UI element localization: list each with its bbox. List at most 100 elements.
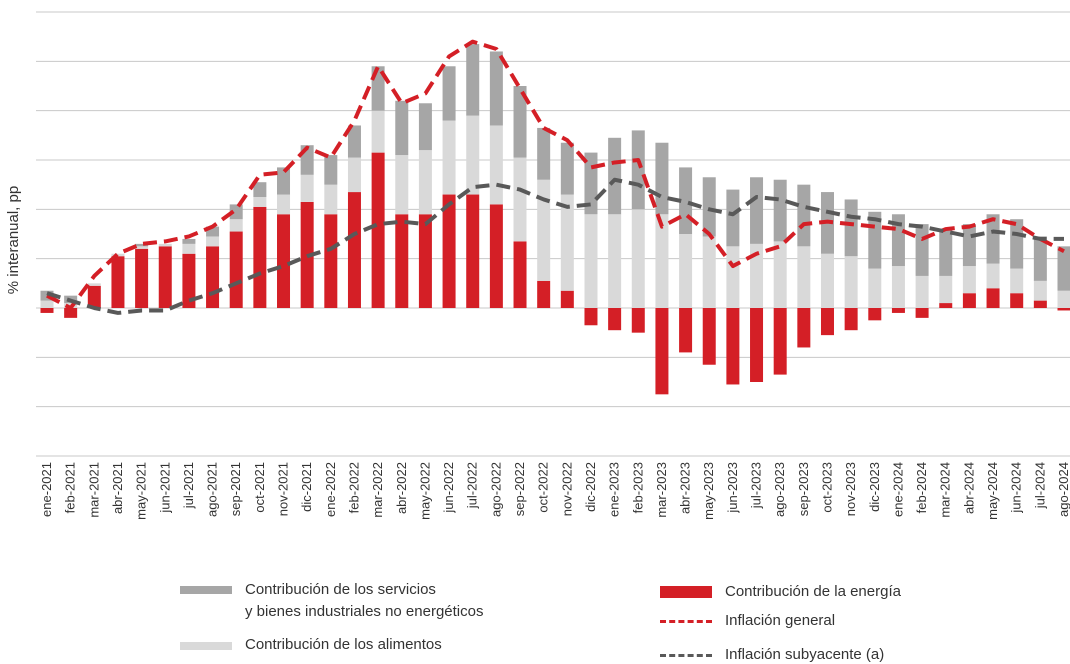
- bar-segment: [277, 214, 291, 308]
- x-tick-label: ago-2021: [205, 462, 220, 517]
- legend-swatch: [180, 642, 232, 650]
- bar-segment: [797, 184, 811, 247]
- x-tick-label: mar-2021: [86, 462, 101, 518]
- bar-segment: [135, 243, 149, 247]
- bar-segment: [773, 241, 787, 308]
- bar-segment: [40, 308, 54, 313]
- bar-segment: [229, 231, 243, 308]
- bar-segment: [1010, 293, 1024, 308]
- bar-segment: [608, 214, 622, 308]
- bar-segment: [395, 214, 409, 308]
- bar-segment: [513, 86, 527, 158]
- bar-segment: [395, 155, 409, 215]
- bar-segment: [844, 256, 858, 308]
- x-tick-label: may-2024: [985, 462, 1000, 520]
- bar-segment: [253, 197, 267, 207]
- x-tick-label: oct-2022: [536, 462, 551, 513]
- bar-segment: [915, 224, 929, 276]
- bar-segment: [631, 130, 645, 210]
- bar-segment: [679, 234, 693, 308]
- bar-segment: [560, 194, 574, 291]
- bar-segment: [844, 199, 858, 257]
- bar-segment: [40, 300, 54, 308]
- bar-segment: [466, 44, 480, 116]
- bar-segment: [489, 125, 503, 205]
- bar-segment: [324, 214, 338, 308]
- bar-segment: [158, 246, 172, 308]
- x-tick-label: oct-2023: [819, 462, 834, 513]
- bar-segment: [1033, 300, 1047, 308]
- x-tick-label: ago-2023: [772, 462, 787, 517]
- x-tick-label: nov-2022: [559, 462, 574, 516]
- bar-segment: [182, 238, 196, 244]
- bar-segment: [726, 189, 740, 247]
- bar-segment: [1057, 308, 1070, 311]
- x-tick-label: ago-2024: [1056, 462, 1070, 517]
- bar-segment: [324, 155, 338, 185]
- x-tick-label: abr-2022: [394, 462, 409, 514]
- bar-segment: [560, 142, 574, 195]
- legend-label: Contribución de la energía: [725, 583, 901, 600]
- bar-segment: [135, 248, 149, 308]
- bar-segment: [466, 115, 480, 195]
- x-tick-label: jul-2024: [1032, 462, 1047, 509]
- legend-swatch: [660, 586, 712, 598]
- legend-label: Contribución de los alimentos: [245, 636, 442, 653]
- bar-segment: [489, 204, 503, 308]
- x-tick-label: feb-2022: [346, 462, 361, 513]
- bar-segment: [679, 308, 693, 353]
- bar-segment: [1057, 246, 1070, 291]
- x-tick-label: dic-2022: [583, 462, 598, 512]
- bar-segment: [915, 275, 929, 308]
- bar-segment: [820, 253, 834, 308]
- legend-swatch: [660, 653, 712, 657]
- x-tick-label: ene-2021: [39, 462, 54, 517]
- x-tick-label: sep-2021: [228, 462, 243, 516]
- bar-segment: [584, 308, 598, 326]
- x-tick-label: jul-2021: [181, 462, 196, 509]
- x-tick-label: jun-2024: [1009, 462, 1024, 514]
- legend-swatch: [180, 586, 232, 594]
- bar-segment: [655, 142, 669, 215]
- bar-segment: [962, 293, 976, 308]
- bar-segment: [347, 157, 361, 193]
- x-tick-label: may-2023: [701, 462, 716, 520]
- x-tick-label: ene-2023: [607, 462, 622, 517]
- x-tick-label: sep-2022: [512, 462, 527, 516]
- bar-segment: [702, 236, 716, 308]
- bar-segment: [726, 308, 740, 385]
- bar-segment: [655, 308, 669, 395]
- bar-segment: [537, 179, 551, 281]
- bar-segment: [347, 125, 361, 158]
- x-tick-label: sep-2023: [796, 462, 811, 516]
- bar-segment: [277, 167, 291, 195]
- legend-label: Contribución de los servicios y bienes i…: [245, 581, 484, 620]
- bar-segment: [1010, 219, 1024, 269]
- bar-segment: [608, 137, 622, 215]
- x-tick-label: mar-2023: [654, 462, 669, 518]
- bar-segment: [513, 157, 527, 242]
- bar-segment: [986, 288, 1000, 308]
- x-tick-label: ene-2022: [323, 462, 338, 517]
- x-tick-label: nov-2021: [276, 462, 291, 516]
- bar-segment: [206, 226, 220, 237]
- bar-segment: [939, 275, 953, 304]
- x-tick-label: mar-2024: [938, 462, 953, 518]
- bar-segment: [797, 246, 811, 308]
- bar-segment: [442, 120, 456, 195]
- bar-segment: [442, 66, 456, 121]
- bar-segment: [206, 246, 220, 308]
- bar-segment: [560, 290, 574, 308]
- bar-segment: [631, 209, 645, 308]
- x-tick-label: jun-2022: [441, 462, 456, 514]
- legend-swatch: [660, 619, 712, 623]
- line-series: [46, 39, 1065, 310]
- bar-segment: [891, 308, 905, 313]
- bar-segment: [1057, 290, 1070, 308]
- bar-segment: [277, 194, 291, 215]
- bar-segment: [939, 229, 953, 276]
- bar-segment: [868, 268, 882, 308]
- bar-segment: [135, 246, 149, 249]
- bar-segment: [182, 243, 196, 254]
